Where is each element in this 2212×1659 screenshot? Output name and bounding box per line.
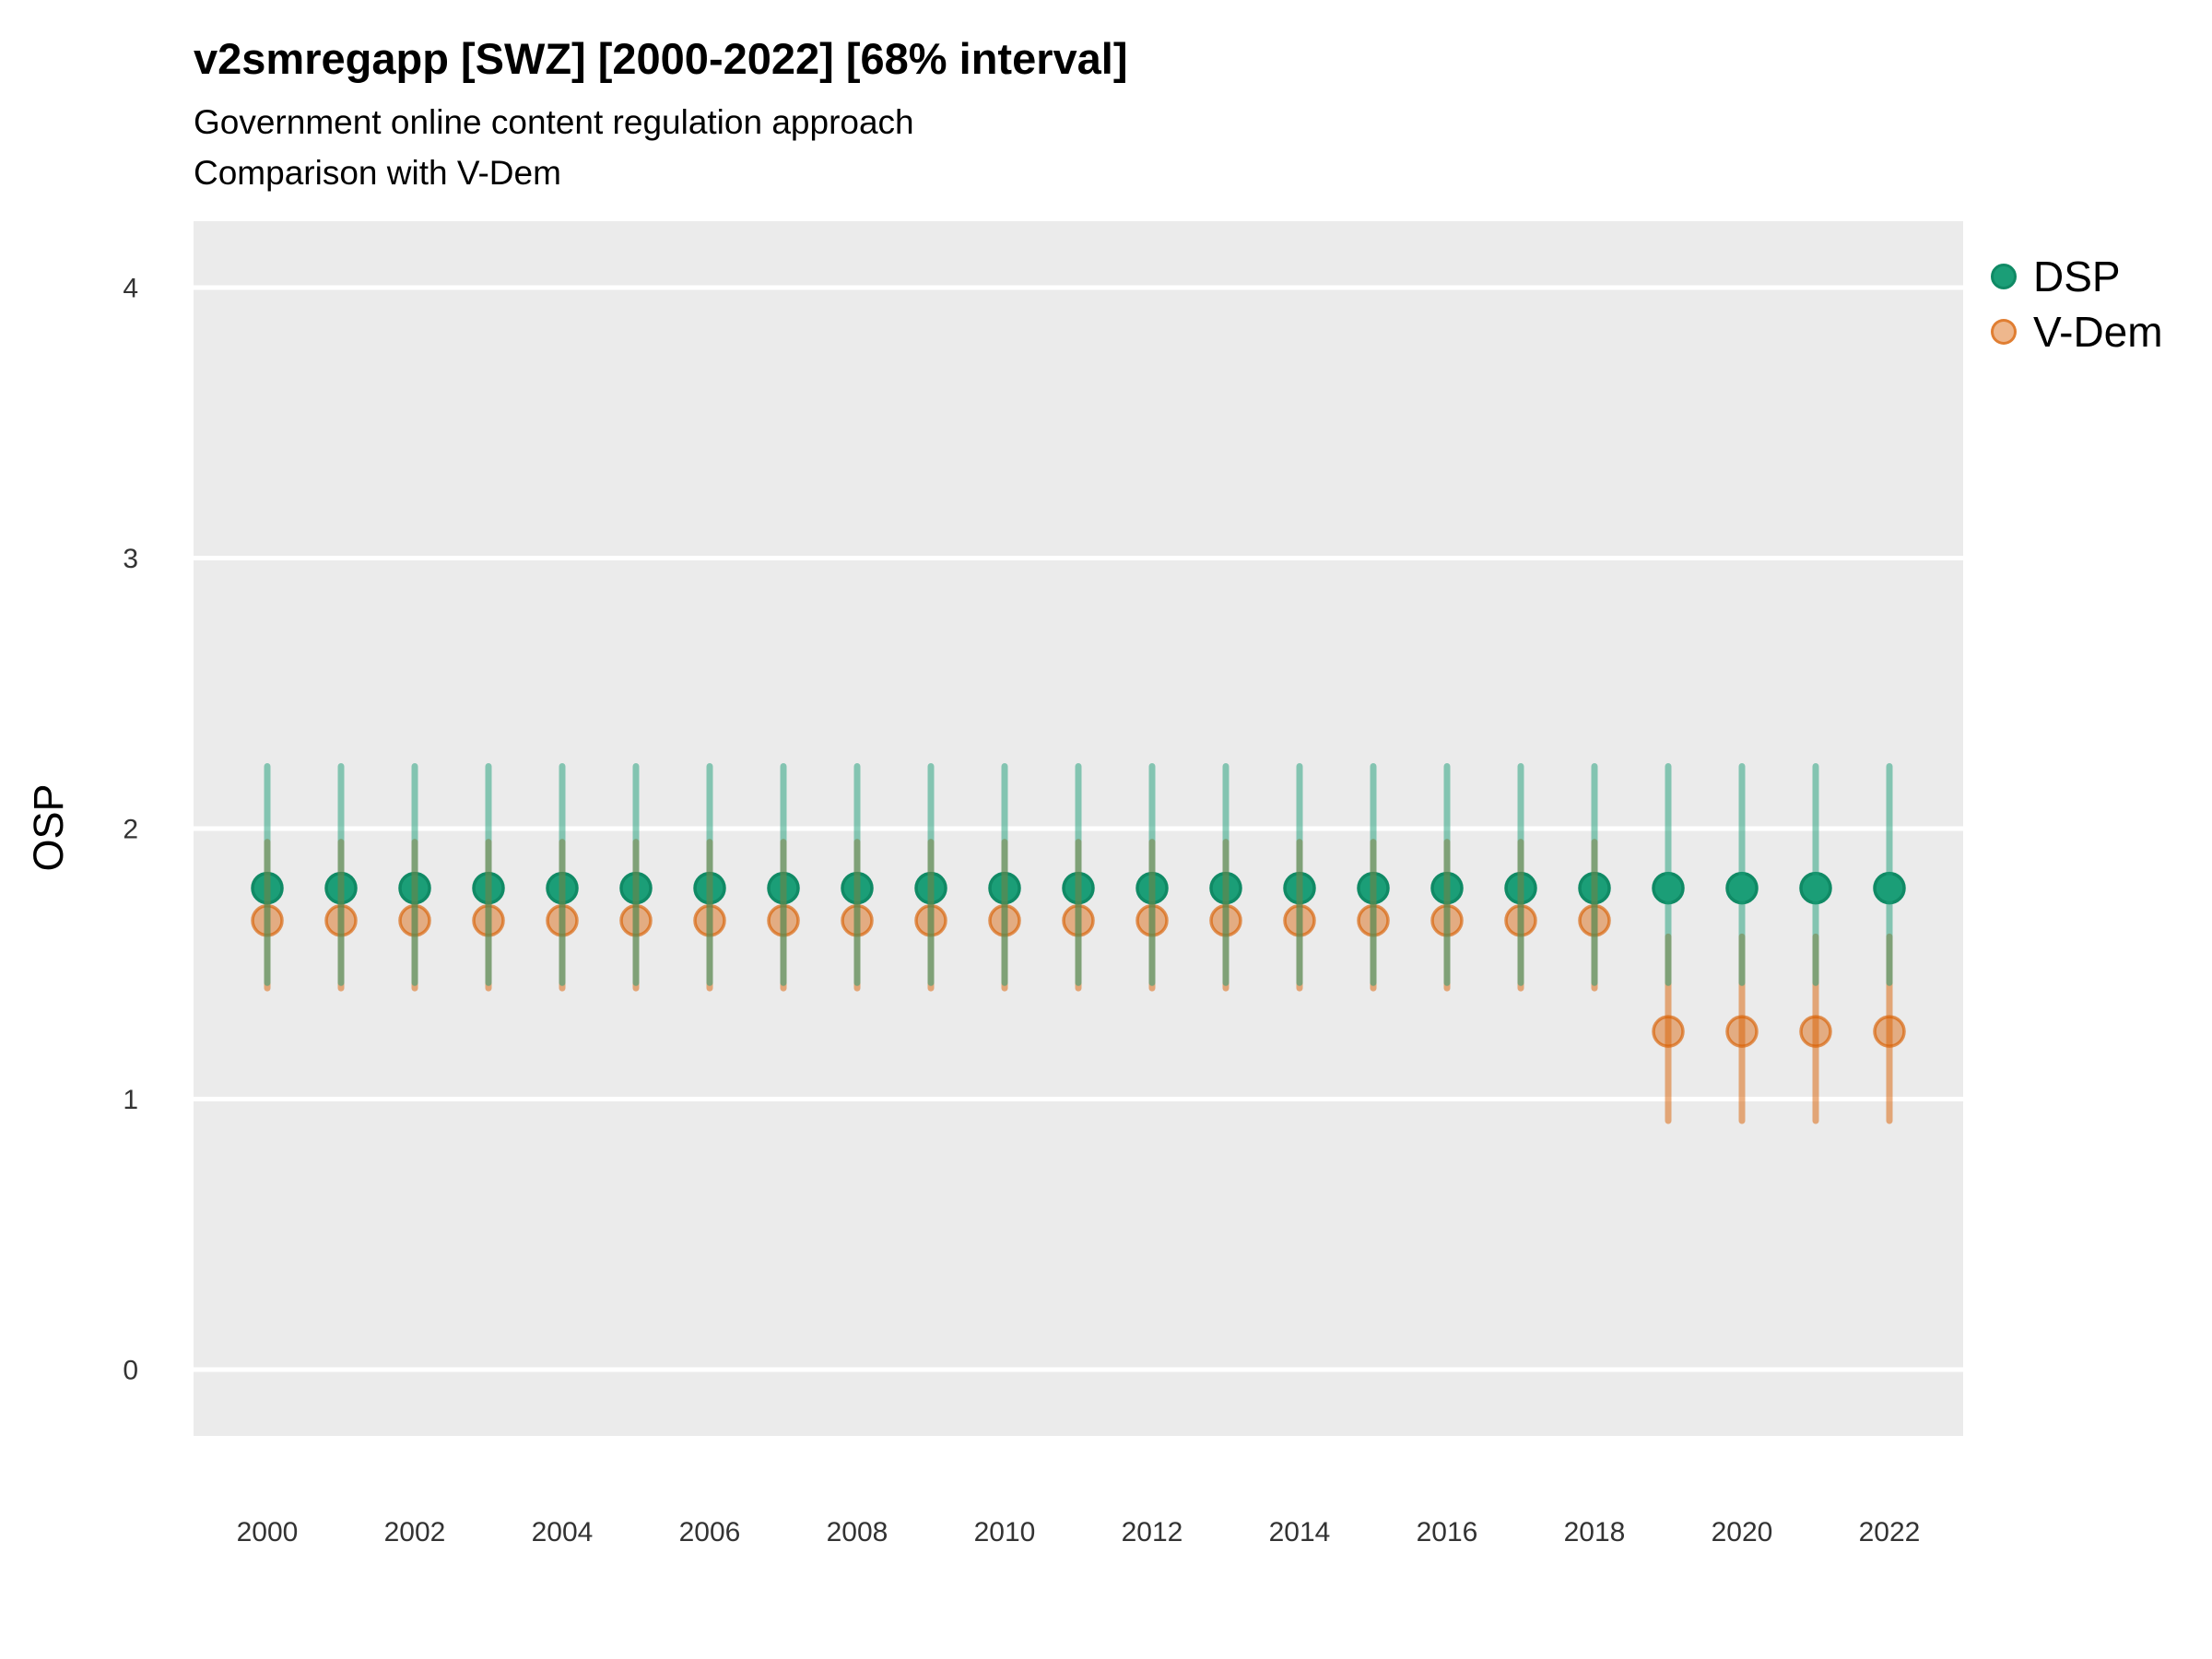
tick-labels-layer: 0 1 2 3 4 2000 2002 2004 2006 2008 2010 2012 2014 201… (123, 274, 1920, 1548)
x-tick-label-2010: 2010 (974, 1517, 1036, 1547)
legend-label-dsp: DSP (2033, 253, 2121, 300)
x-tick-label-2000: 2000 (237, 1517, 299, 1547)
y-tick-label-0: 0 (123, 1356, 138, 1386)
x-tick-label-2020: 2020 (1712, 1517, 1773, 1547)
y-tick-label-1: 1 (123, 1085, 138, 1115)
x-tick-label-2002: 2002 (384, 1517, 446, 1547)
x-tick-label-2014: 2014 (1269, 1517, 1331, 1547)
x-tick-label-2012: 2012 (1122, 1517, 1183, 1547)
dsp-legend-marker-icon (1991, 264, 2017, 289)
legend: DSP V-Dem (1991, 251, 2163, 358)
y-axis-title: OSP (25, 783, 72, 871)
x-tick-label-2022: 2022 (1859, 1517, 1921, 1547)
x-tick-label-2018: 2018 (1564, 1517, 1626, 1547)
chart-title: v2smregapp [SWZ] [2000-2022] [68% interv… (194, 34, 1128, 83)
y-tick-label-3: 3 (123, 544, 138, 574)
x-tick-label-2006: 2006 (679, 1517, 741, 1547)
vdem-legend-marker-icon (1991, 319, 2017, 345)
x-tick-label-2008: 2008 (827, 1517, 888, 1547)
chart-subtitle-2: Comparison with V-Dem (194, 154, 561, 192)
x-tick-label-2016: 2016 (1417, 1517, 1478, 1547)
y-tick-label-4: 4 (123, 274, 138, 304)
legend-item-vdem: V-Dem (1991, 306, 2163, 358)
legend-label-vdem: V-Dem (2033, 308, 2163, 356)
legend-item-dsp: DSP (1991, 251, 2163, 302)
y-tick-label-2: 2 (123, 815, 138, 845)
series-layer (251, 762, 1906, 1124)
chart-subtitle: Government online content regulation app… (194, 103, 914, 141)
x-tick-label-2004: 2004 (532, 1517, 594, 1547)
